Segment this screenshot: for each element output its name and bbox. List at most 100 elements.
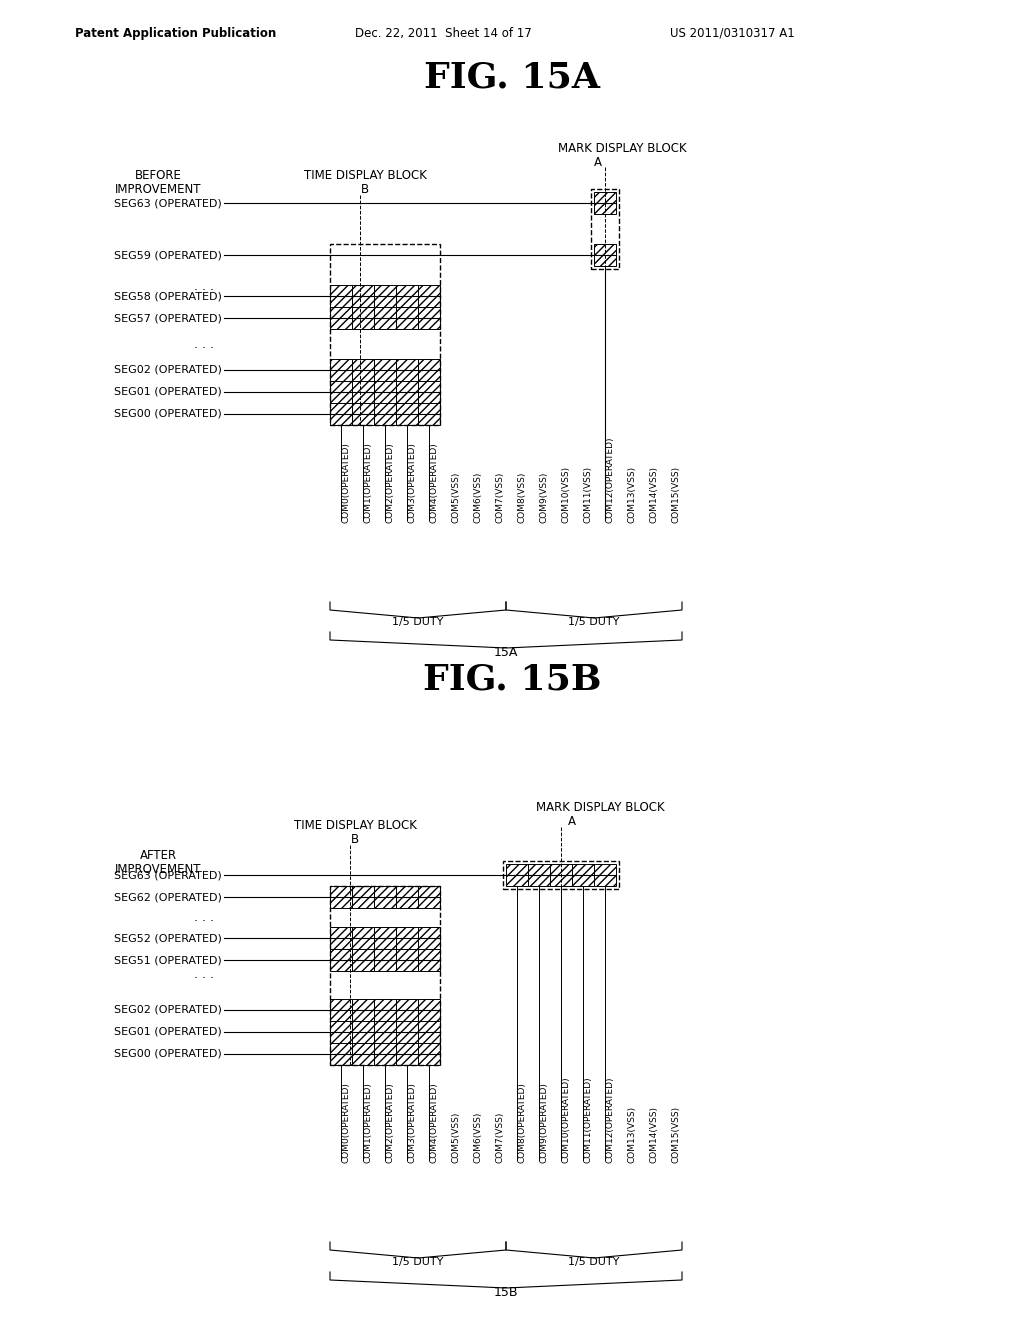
Bar bbox=[396, 381, 418, 403]
Bar bbox=[374, 308, 396, 330]
Bar bbox=[330, 1043, 352, 1065]
Text: TIME DISPLAY BLOCK: TIME DISPLAY BLOCK bbox=[303, 169, 426, 182]
Bar bbox=[418, 308, 440, 330]
Bar bbox=[528, 865, 550, 887]
Bar bbox=[396, 887, 418, 908]
Text: . . .: . . . bbox=[194, 911, 214, 924]
Bar bbox=[352, 359, 374, 381]
Text: . . .: . . . bbox=[194, 280, 214, 293]
Text: SEG58 (OPERATED): SEG58 (OPERATED) bbox=[114, 292, 222, 301]
Bar bbox=[352, 403, 374, 425]
Bar bbox=[591, 189, 618, 269]
Bar bbox=[418, 1043, 440, 1065]
Bar bbox=[330, 403, 352, 425]
Text: 1/5 DUTY: 1/5 DUTY bbox=[392, 1257, 443, 1267]
Text: SEG01 (OPERATED): SEG01 (OPERATED) bbox=[115, 387, 222, 397]
Bar bbox=[374, 359, 396, 381]
Text: FIG. 15B: FIG. 15B bbox=[423, 663, 601, 697]
Text: COM12(OPERATED): COM12(OPERATED) bbox=[605, 437, 614, 523]
Text: COM11(VSS): COM11(VSS) bbox=[583, 466, 592, 523]
Text: COM2(OPERATED): COM2(OPERATED) bbox=[385, 442, 394, 523]
Bar bbox=[594, 193, 616, 214]
Text: SEG52 (OPERATED): SEG52 (OPERATED) bbox=[114, 933, 222, 944]
Text: SEG63 (OPERATED): SEG63 (OPERATED) bbox=[115, 870, 222, 880]
Text: COM9(OPERATED): COM9(OPERATED) bbox=[539, 1082, 548, 1163]
Text: US 2011/0310317 A1: US 2011/0310317 A1 bbox=[670, 26, 795, 40]
Bar bbox=[330, 244, 440, 425]
Bar bbox=[594, 244, 616, 267]
Text: 15B: 15B bbox=[494, 1286, 518, 1299]
Text: COM6(VSS): COM6(VSS) bbox=[473, 1111, 482, 1163]
Text: COM4(OPERATED): COM4(OPERATED) bbox=[429, 1082, 438, 1163]
Text: COM4(OPERATED): COM4(OPERATED) bbox=[429, 442, 438, 523]
Text: SEG59 (OPERATED): SEG59 (OPERATED) bbox=[114, 251, 222, 260]
Text: COM3(OPERATED): COM3(OPERATED) bbox=[407, 1082, 416, 1163]
Bar bbox=[352, 1020, 374, 1043]
Bar bbox=[330, 949, 352, 972]
Text: COM11(OPERATED): COM11(OPERATED) bbox=[583, 1076, 592, 1163]
Text: SEG63 (OPERATED): SEG63 (OPERATED) bbox=[115, 198, 222, 209]
Text: A: A bbox=[568, 814, 575, 828]
Text: B: B bbox=[360, 183, 369, 195]
Text: COM14(VSS): COM14(VSS) bbox=[649, 1106, 658, 1163]
Bar bbox=[396, 999, 418, 1020]
Bar bbox=[396, 403, 418, 425]
Bar bbox=[396, 359, 418, 381]
Text: . . .: . . . bbox=[194, 968, 214, 981]
Text: AFTER: AFTER bbox=[139, 849, 176, 862]
Text: SEG02 (OPERATED): SEG02 (OPERATED) bbox=[114, 366, 222, 375]
Bar bbox=[418, 381, 440, 403]
Text: MARK DISPLAY BLOCK: MARK DISPLAY BLOCK bbox=[558, 143, 686, 154]
Text: . . .: . . . bbox=[194, 338, 214, 351]
Text: 15A: 15A bbox=[494, 645, 518, 659]
Text: COM8(VSS): COM8(VSS) bbox=[517, 471, 526, 523]
Bar bbox=[352, 949, 374, 972]
Text: Patent Application Publication: Patent Application Publication bbox=[75, 26, 276, 40]
Text: SEG02 (OPERATED): SEG02 (OPERATED) bbox=[114, 1005, 222, 1015]
Text: SEG01 (OPERATED): SEG01 (OPERATED) bbox=[115, 1027, 222, 1038]
Bar bbox=[594, 865, 616, 887]
Bar bbox=[352, 381, 374, 403]
Text: COM1(OPERATED): COM1(OPERATED) bbox=[362, 1082, 372, 1163]
Bar bbox=[374, 381, 396, 403]
Text: 1/5 DUTY: 1/5 DUTY bbox=[568, 1257, 620, 1267]
Text: COM7(VSS): COM7(VSS) bbox=[495, 1111, 504, 1163]
Text: COM10(OPERATED): COM10(OPERATED) bbox=[561, 1076, 570, 1163]
Bar bbox=[374, 928, 396, 949]
Bar bbox=[418, 928, 440, 949]
Bar bbox=[418, 1020, 440, 1043]
Text: COM14(VSS): COM14(VSS) bbox=[649, 466, 658, 523]
Text: IMPROVEMENT: IMPROVEMENT bbox=[115, 863, 202, 876]
Bar bbox=[330, 1020, 352, 1043]
Text: MARK DISPLAY BLOCK: MARK DISPLAY BLOCK bbox=[536, 801, 665, 814]
Text: BEFORE: BEFORE bbox=[134, 169, 181, 182]
Text: COM12(OPERATED): COM12(OPERATED) bbox=[605, 1077, 614, 1163]
Text: SEG51 (OPERATED): SEG51 (OPERATED) bbox=[115, 956, 222, 965]
Text: 1/5 DUTY: 1/5 DUTY bbox=[392, 616, 443, 627]
Text: SEG57 (OPERATED): SEG57 (OPERATED) bbox=[114, 313, 222, 323]
Bar bbox=[418, 359, 440, 381]
Text: COM13(VSS): COM13(VSS) bbox=[627, 1106, 636, 1163]
Bar bbox=[506, 865, 528, 887]
Text: Dec. 22, 2011  Sheet 14 of 17: Dec. 22, 2011 Sheet 14 of 17 bbox=[355, 26, 531, 40]
Text: COM5(VSS): COM5(VSS) bbox=[451, 471, 460, 523]
Bar bbox=[396, 928, 418, 949]
Text: IMPROVEMENT: IMPROVEMENT bbox=[115, 183, 202, 195]
Bar bbox=[330, 285, 352, 308]
Bar bbox=[330, 381, 352, 403]
Text: A: A bbox=[594, 156, 602, 169]
Bar bbox=[352, 928, 374, 949]
Text: COM0(OPERATED): COM0(OPERATED) bbox=[341, 1082, 350, 1163]
Text: COM7(VSS): COM7(VSS) bbox=[495, 471, 504, 523]
Bar bbox=[396, 949, 418, 972]
Bar bbox=[352, 999, 374, 1020]
Text: COM3(OPERATED): COM3(OPERATED) bbox=[407, 442, 416, 523]
Text: COM13(VSS): COM13(VSS) bbox=[627, 466, 636, 523]
Bar bbox=[418, 999, 440, 1020]
Bar bbox=[330, 887, 352, 908]
Text: FIG. 15A: FIG. 15A bbox=[424, 61, 600, 95]
Bar bbox=[418, 285, 440, 308]
Bar bbox=[374, 285, 396, 308]
Bar bbox=[572, 865, 594, 887]
Bar bbox=[418, 403, 440, 425]
